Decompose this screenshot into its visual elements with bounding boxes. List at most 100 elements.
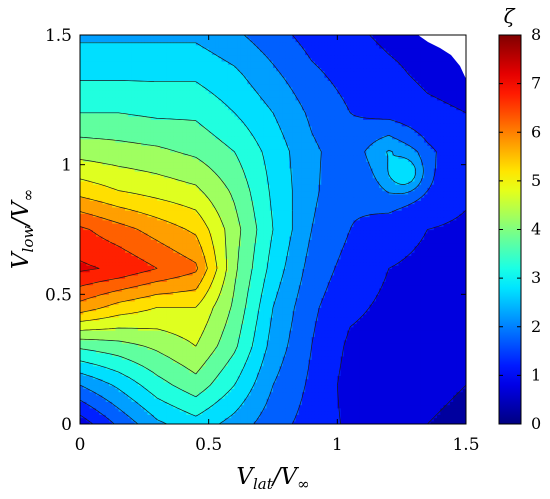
contour-cell [208,417,213,422]
contour-cell [308,372,313,376]
contour-cell [153,339,158,344]
contour-cell [144,401,149,406]
contour-cell [414,398,419,402]
contour-cell [334,300,338,305]
contour-cell [121,307,126,312]
contour-cell [456,417,461,422]
contour-cell [176,381,181,386]
contour-cell [462,398,466,402]
contour-cell [221,304,226,308]
contour-cell [244,391,248,396]
contour-cell [456,342,461,347]
contour-cell [353,326,358,331]
contour-cell [86,307,91,312]
contour-cell [324,414,329,419]
contour-cell [115,404,120,409]
contour-cell [182,320,187,325]
contour-cell [334,349,338,354]
contour-cell [321,404,326,409]
contour-cell [134,372,139,376]
contour-cell [269,326,274,331]
contour-cell [182,404,187,409]
contour-cell [401,378,406,383]
contour-cell [179,414,184,419]
contour-cell [340,420,345,424]
contour-cell [89,287,94,292]
contour-cell [150,323,155,328]
contour-cell [298,404,303,409]
contour-cell [282,365,287,370]
contour-cell [363,372,367,376]
contour-cell [202,326,207,331]
contour-cell [420,342,425,347]
contour-cell [102,323,107,328]
contour-cell [224,317,229,321]
contour-cell [285,326,290,331]
contour-cell [318,378,322,383]
contour-cell [121,294,126,299]
contour-cell [298,317,303,321]
contour-cell [186,307,190,312]
contour-cell [295,404,300,409]
contour-cell [372,372,377,376]
contour-cell [279,394,284,399]
contour-cell [211,391,216,396]
contour-cell [311,404,316,409]
contour-cell [292,323,297,328]
contour-cell [379,339,383,344]
contour-cell [382,362,387,367]
contour-cell [424,404,428,409]
contour-cell [273,297,277,302]
contour-cell [408,417,412,422]
contour-cell [334,297,338,302]
contour-cell [105,307,110,312]
contour-cell [395,362,400,367]
contour-cell [202,320,207,325]
contour-cell [440,307,445,312]
contour-cell [231,368,235,373]
contour-cell [250,310,255,315]
contour-cell [134,404,139,409]
contour-cell [427,391,432,396]
contour-cell [327,404,332,409]
contour-cell [202,297,207,302]
contour-cell [118,336,123,341]
contour-cell [366,352,371,357]
contour-cell [80,304,84,308]
contour-cell [102,372,107,376]
contour-cell [327,411,332,415]
contour-cell [247,339,252,344]
contour-cell [102,326,107,331]
contour-cell [144,297,149,302]
contour-cell [199,362,203,367]
contour-cell [305,326,309,331]
contour-cell [456,352,461,357]
contour-cell [176,291,181,295]
contour-cell [182,381,187,386]
contour-cell [343,372,348,376]
contour-cell [369,342,374,347]
contour-cell [385,385,390,389]
contour-cell [237,313,242,318]
contour-cell [363,317,367,321]
contour-cell [440,317,445,321]
contour-cell [343,300,348,305]
contour-cell [118,304,123,308]
contour-cell [375,391,380,396]
contour-cell [208,294,213,299]
contour-cell [305,307,309,312]
contour-cell [363,320,367,325]
contour-cell [86,326,91,331]
contour-cell [83,287,88,292]
contour-cell [192,300,197,305]
contour-cell [443,320,448,325]
contour-cell [231,398,235,402]
contour-cell [83,355,88,360]
contour-cell [327,339,332,344]
contour-cell [440,407,445,412]
contour-cell [115,365,120,370]
contour-cell [215,414,219,419]
contour-cell [398,339,403,344]
contour-cell [153,336,158,341]
contour-cell [353,375,358,380]
